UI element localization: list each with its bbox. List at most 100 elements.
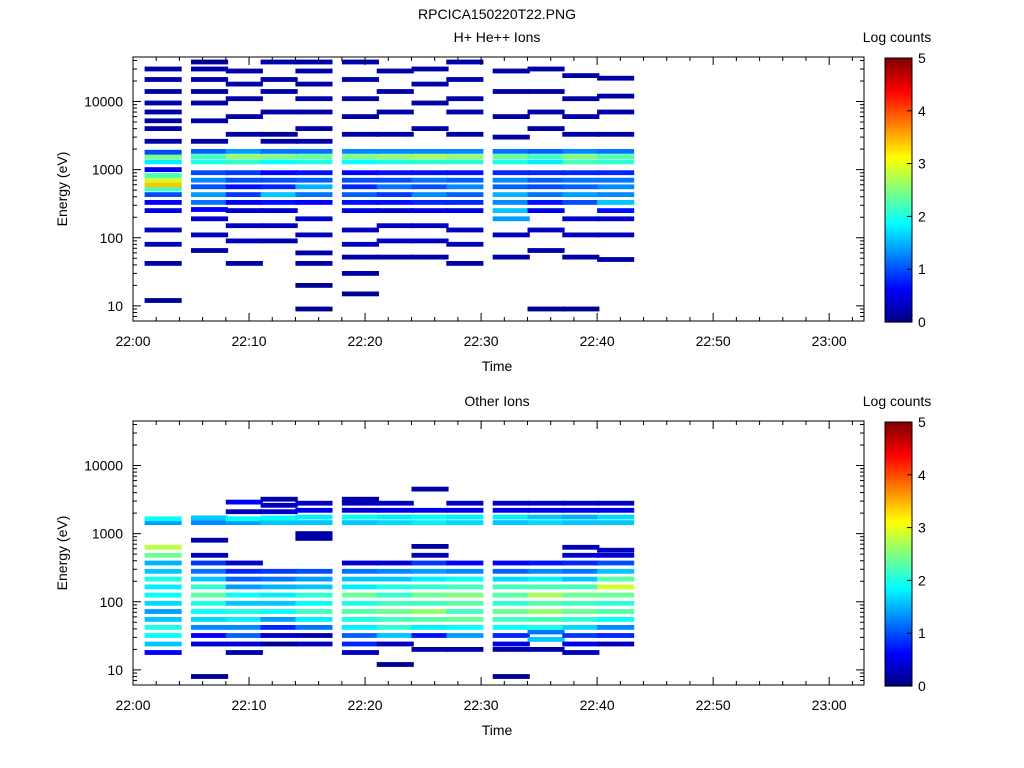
- heatmap-cell: [376, 238, 414, 244]
- heatmap-cell: [260, 633, 298, 638]
- heatmap-cell: [527, 576, 565, 582]
- heatmap-cells-other: [144, 486, 635, 679]
- heatmap-cell: [411, 507, 449, 513]
- heatmap-cell: [260, 138, 298, 144]
- colorbar-swatch: [885, 554, 912, 557]
- heatmap-cell: [597, 600, 635, 606]
- colorbar-swatch: [885, 150, 912, 154]
- x-tick-label: 22:30: [464, 697, 499, 713]
- heatmap-cell: [295, 633, 333, 638]
- colorbar-swatch: [885, 187, 912, 191]
- panel-other-ions: 22:00 22:10 22:20 22:30 22:40 22:50 23:0010100…: [54, 393, 931, 738]
- heatmap-cell: [411, 208, 449, 213]
- heatmap-cell: [225, 261, 263, 266]
- heatmap-cell: [492, 633, 530, 638]
- heatmap-cell: [527, 170, 565, 176]
- colorbar-swatch: [885, 146, 912, 149]
- heatmap-cell: [295, 625, 333, 630]
- colorbar-swatch: [885, 448, 912, 452]
- heatmap-cell: [191, 568, 229, 574]
- heatmap-cell: [225, 560, 263, 566]
- heatmap-cell: [295, 149, 333, 154]
- heatmap-cell: [411, 223, 449, 229]
- heatmap-cell: [144, 560, 182, 566]
- colorbar-swatch: [885, 457, 912, 460]
- colorbar-swatch: [885, 536, 912, 540]
- colorbar-swatch: [885, 176, 912, 180]
- heatmap-cell: [527, 609, 565, 614]
- heatmap-cell: [492, 560, 530, 566]
- heatmap-cell: [225, 81, 263, 87]
- heatmap-cell: [562, 192, 600, 197]
- heatmap-cell: [191, 609, 229, 614]
- colorbar-swatch: [885, 635, 912, 639]
- heatmap-cell: [144, 576, 182, 582]
- colorbar-swatch: [885, 644, 912, 647]
- x-axis-label: Time: [482, 722, 513, 738]
- colorbar-swatch: [885, 461, 912, 465]
- colorbar-swatch: [885, 573, 912, 577]
- colorbar-swatch: [885, 501, 912, 504]
- heatmap-cell: [446, 576, 484, 582]
- colorbar-swatch: [885, 99, 912, 103]
- heatmap-cell: [527, 625, 565, 630]
- heatmap-cell: [446, 192, 484, 197]
- colorbar-tick-label: 1: [918, 261, 926, 277]
- colorbar-swatch: [885, 168, 912, 171]
- heatmap-cell: [341, 200, 379, 205]
- heatmap-cell: [376, 149, 414, 154]
- colorbar-swatch: [885, 236, 912, 239]
- heatmap-cell: [446, 184, 484, 190]
- heatmap-cell: [144, 89, 182, 94]
- heatmap-cell: [341, 77, 379, 82]
- heatmap-cell: [144, 118, 182, 124]
- heatmap-cell: [144, 520, 182, 525]
- colorbar-swatch: [885, 466, 912, 469]
- heatmap-cell: [295, 109, 333, 115]
- colorbar-swatch: [885, 183, 912, 187]
- colorbar-swatch: [885, 60, 912, 63]
- heatmap-cell: [191, 66, 229, 72]
- heatmap-cell: [446, 609, 484, 614]
- heatmap-cell: [527, 647, 565, 652]
- colorbar-swatch: [885, 624, 912, 628]
- heatmap-cell: [225, 192, 263, 197]
- panel-title: Other Ions: [464, 393, 529, 409]
- colorbar-swatch: [885, 672, 912, 676]
- heatmap-cell: [144, 200, 182, 205]
- heatmap-cell: [446, 600, 484, 606]
- heatmap-cell: [260, 238, 298, 244]
- heatmap-cell: [191, 248, 229, 253]
- colorbar-swatch: [885, 657, 912, 661]
- heatmap-cell: [225, 208, 263, 213]
- heatmap-cell: [225, 568, 263, 574]
- heatmap-cell: [411, 177, 449, 183]
- heatmap-cell: [144, 584, 182, 590]
- x-tick-label: 23:00: [812, 697, 847, 713]
- heatmap-cell: [562, 159, 600, 165]
- heatmap-cell: [144, 126, 182, 131]
- colorbar-swatch: [885, 214, 912, 217]
- heatmap-cell: [225, 114, 263, 119]
- colorbar-swatch: [885, 578, 912, 581]
- heatmap-cell: [562, 617, 600, 622]
- heatmap-cell: [562, 184, 600, 190]
- heatmap-cell: [341, 59, 379, 65]
- heatmap-cell: [527, 149, 565, 154]
- heatmap-cell: [260, 502, 298, 508]
- heatmap-cell: [225, 177, 263, 183]
- colorbar-swatch: [885, 130, 912, 134]
- colorbar-swatch: [885, 556, 912, 559]
- heatmap-cell: [597, 131, 635, 137]
- colorbar-swatch: [885, 157, 912, 160]
- heatmap-cell: [597, 507, 635, 513]
- y-tick-label: 100: [100, 230, 124, 246]
- colorbar-swatch: [885, 273, 912, 277]
- heatmap-cell: [411, 66, 449, 72]
- colorbar-swatch: [885, 452, 912, 456]
- heatmap-cell: [295, 216, 333, 222]
- heatmap-cell: [492, 500, 530, 506]
- heatmap-cell: [144, 192, 182, 197]
- colorbar-swatch: [885, 93, 912, 96]
